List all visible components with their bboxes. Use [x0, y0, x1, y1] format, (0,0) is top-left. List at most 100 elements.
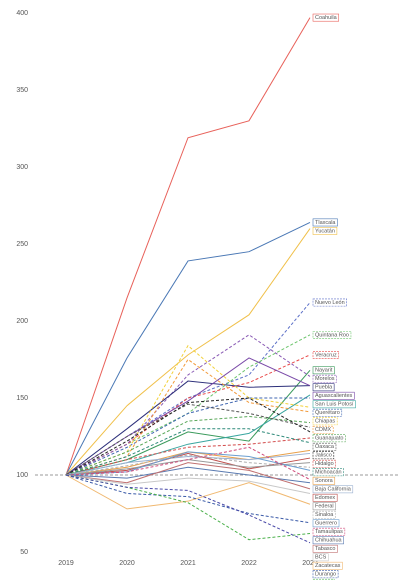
legend-label: Veracruz — [315, 352, 337, 358]
legend-label: Tabasco — [315, 546, 336, 552]
legend-label: Quintana Roo — [315, 332, 349, 338]
series-label: Quintana Roo — [312, 330, 352, 339]
label-box — [312, 330, 352, 339]
series-line — [65, 334, 311, 476]
series-label: Durango — [312, 570, 339, 579]
series-label: Tlaxcala — [312, 218, 338, 227]
series-line — [65, 358, 311, 476]
legend-label: Yucatán — [315, 228, 335, 234]
legend-label: Puebla — [315, 385, 333, 391]
label-box — [312, 400, 356, 409]
y-tick-label: 100 — [16, 472, 28, 479]
series-line — [65, 302, 311, 476]
series-label: CDMX — [312, 425, 334, 434]
series-label: San Luis Potosí — [312, 400, 356, 409]
series-label: Jalisco — [312, 451, 335, 460]
legend-label: Federal — [315, 504, 334, 510]
series-line — [65, 452, 311, 476]
legend-label: Michoacán — [315, 470, 342, 476]
legend-label: Morelos — [315, 376, 335, 382]
label-box — [312, 493, 338, 502]
label-box — [312, 536, 344, 545]
legend-label: Hidalgo — [315, 461, 334, 467]
legend-label: BCS — [315, 555, 327, 561]
series-line — [65, 446, 311, 481]
legend-label: Nuevo León — [315, 300, 345, 306]
legend-label: Chiapas — [315, 419, 335, 425]
series-line — [65, 428, 311, 476]
label-box — [312, 476, 336, 485]
legend-label: Guanajuato — [315, 436, 343, 442]
legend-label: Chihuahua — [315, 538, 343, 544]
legend-label: Nayarit — [315, 368, 333, 374]
series-line — [65, 474, 311, 524]
series-label: Oaxaca — [312, 442, 337, 451]
legend-label: CDMX — [315, 427, 332, 433]
label-box — [312, 350, 340, 359]
legend-label: Baja California — [315, 487, 352, 493]
series-label: Chiapas — [312, 417, 338, 426]
legend-label: Guerrero — [315, 521, 337, 527]
series-line — [65, 454, 311, 476]
y-tick-label: 400 — [16, 10, 28, 17]
y-tick-label: 200 — [16, 318, 28, 325]
legend-label: Tlaxcala — [315, 220, 336, 226]
x-tick-label: 2019 — [58, 560, 74, 567]
label-box — [312, 459, 336, 468]
series-label: Edomex — [312, 493, 338, 502]
series-line — [65, 466, 311, 484]
label-box — [312, 544, 338, 553]
series-label: Nuevo León — [312, 298, 347, 307]
legend-label: San Luis Potosí — [315, 402, 354, 408]
label-box — [312, 451, 335, 460]
y-tick-label: 250 — [16, 241, 28, 248]
legend-label: Sinaloa — [315, 512, 334, 518]
label-box — [312, 408, 343, 417]
series-label: Tamaulipas — [312, 527, 346, 536]
series-label: Aguascalientes — [312, 391, 355, 400]
series-line — [65, 474, 311, 544]
series-line — [65, 357, 311, 476]
series-line — [65, 474, 311, 541]
label-box — [312, 374, 337, 383]
series-label: Zacatecas — [312, 561, 343, 570]
series-line — [65, 462, 311, 490]
series-label: Baja California — [312, 485, 354, 494]
series-label: Coahuila — [312, 13, 340, 22]
series-line — [65, 228, 311, 476]
y-tick-label: 50 — [20, 549, 28, 556]
series-line — [65, 474, 311, 510]
label-box — [312, 570, 339, 579]
series-line — [65, 474, 311, 494]
label-box — [312, 383, 335, 392]
label-box — [312, 485, 354, 494]
series-label: Federal — [312, 502, 336, 511]
y-tick-label: 300 — [16, 164, 28, 171]
label-box — [312, 366, 335, 375]
series-label: Guanajuato — [312, 434, 346, 443]
series-label: Tabasco — [312, 544, 338, 553]
label-box — [312, 510, 336, 519]
x-tick-label: 2023 — [302, 560, 318, 567]
series-line — [65, 452, 311, 476]
label-box — [312, 519, 340, 528]
legend-label: Jalisco — [315, 453, 332, 459]
series-line — [65, 459, 311, 476]
series-label: Puebla — [312, 383, 335, 392]
series-line — [65, 397, 310, 476]
label-box — [312, 553, 329, 562]
y-tick-label: 350 — [16, 87, 28, 94]
label-box — [312, 468, 344, 477]
series-line — [65, 437, 311, 476]
series-line — [65, 415, 311, 476]
legend-label: Oaxaca — [315, 444, 335, 450]
label-box — [312, 218, 338, 227]
label-box — [312, 561, 343, 570]
label-box — [312, 442, 337, 451]
label-box — [312, 434, 346, 443]
legend-label: Querétaro — [315, 410, 340, 416]
label-box — [312, 298, 347, 307]
label-box — [312, 13, 340, 22]
y-tick-label: 150 — [16, 395, 28, 402]
label-box — [312, 227, 338, 235]
